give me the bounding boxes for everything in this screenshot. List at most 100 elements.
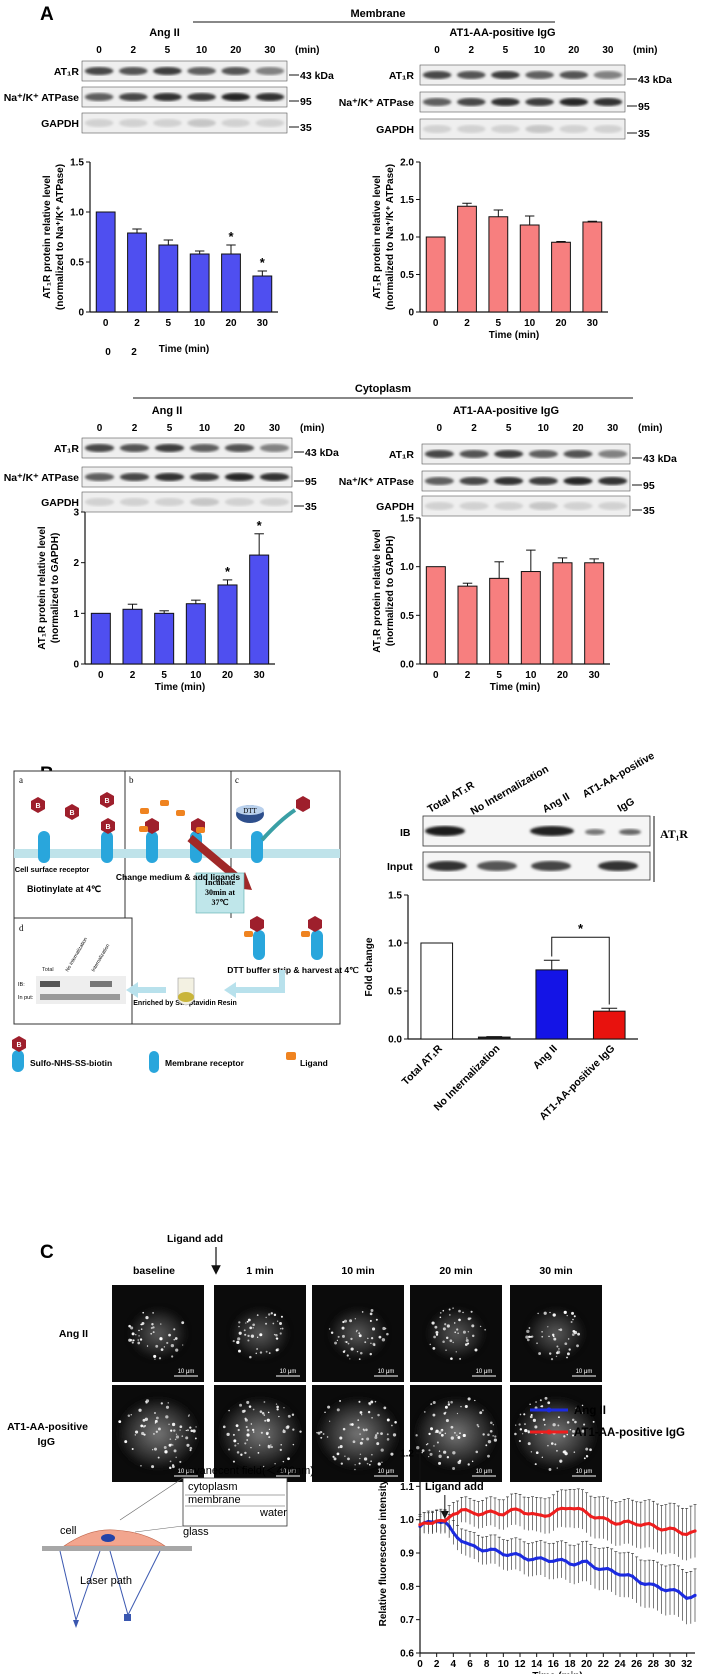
micro-spot: [245, 1322, 247, 1324]
fluor-point-1: [672, 1527, 676, 1531]
micro-spot: [575, 1407, 578, 1410]
micro-spot: [365, 1428, 368, 1432]
fluor-point-1: [497, 1512, 501, 1517]
micro-spot: [566, 1421, 570, 1424]
micro-spot: [442, 1309, 445, 1312]
chart-mem-ang-xlabel-1: 2: [134, 318, 140, 329]
micro-spot: [585, 1447, 589, 1451]
micro-spot: [430, 1427, 434, 1431]
micro-spot: [494, 1435, 497, 1438]
micro-spot: [544, 1423, 546, 1426]
micro-spot: [555, 1355, 558, 1358]
cyt-l-band-0-5: [259, 444, 290, 452]
micro-spot: [362, 1428, 365, 1431]
cyt-r-band-0-2: [494, 450, 524, 458]
fluor-point-1: [643, 1522, 647, 1526]
mem-r-lane-bg-0: [419, 64, 626, 86]
micro-spot: [559, 1328, 563, 1332]
chart-mem-igg-ytick: 0.5: [400, 270, 414, 281]
mem-l-band-1-0: [84, 93, 114, 101]
micro-scale-1-1: 10 μm: [280, 1469, 297, 1475]
blotb-col-2: Ang II: [541, 791, 572, 816]
micro-spot: [235, 1424, 239, 1428]
micro-spot: [337, 1446, 340, 1449]
fluor-legend-marker-1: [546, 1429, 552, 1435]
mem-r-band-1-0: [422, 98, 452, 106]
micro-spot: [179, 1429, 181, 1431]
micro-spot: [435, 1330, 439, 1334]
micro-spot: [568, 1348, 571, 1351]
mem-l-mw-0: 43 kDa: [300, 70, 334, 82]
micro-spot: [179, 1425, 183, 1429]
fold-sig-star: *: [578, 921, 584, 936]
micro-spot: [236, 1451, 240, 1454]
micro-spot: [332, 1455, 335, 1458]
micro-spot: [155, 1416, 159, 1420]
micro-spot: [170, 1343, 175, 1348]
fluor-point-1: [460, 1508, 464, 1512]
cyt-r-band-2-2: [494, 502, 524, 510]
micro-spot: [233, 1439, 237, 1443]
micro-spot: [571, 1429, 576, 1433]
micro-spot: [583, 1457, 586, 1460]
micro-spot: [263, 1414, 266, 1416]
fluor-point-0: [635, 1578, 639, 1582]
mem-r-lane-bg-2: [419, 118, 626, 140]
chart-fold-bar-0: [420, 942, 454, 1040]
micro-spot: [317, 1431, 321, 1435]
chart-fold-ytick: 0.5: [388, 987, 402, 998]
fluor-point-0: [601, 1567, 605, 1571]
micro-spot: [466, 1337, 468, 1339]
micro-spot: [179, 1460, 182, 1464]
fluor-point-0: [480, 1549, 485, 1553]
fluor-xtick: 0: [417, 1659, 423, 1670]
chart-mem-igg-ytick: 1.0: [400, 233, 414, 244]
chart-cyt-ang-ytick: 2: [73, 558, 79, 569]
micro-spot: [333, 1457, 337, 1461]
cyt-r-band-0-0: [424, 450, 454, 458]
micro-spot: [282, 1429, 286, 1434]
mem-r-lane-bg-1: [419, 91, 626, 113]
micro-spot: [526, 1338, 530, 1342]
micro-spot: [571, 1333, 575, 1336]
micro-spot: [581, 1429, 585, 1433]
mem-l-mw-2: 35: [300, 122, 312, 134]
micro-spot: [150, 1332, 153, 1335]
micro-spot: [265, 1322, 268, 1325]
micro-spot: [474, 1348, 478, 1352]
fluor-xtick: 22: [598, 1659, 610, 1670]
chart-mem-igg-bar-0: [425, 236, 446, 313]
micro-spot: [328, 1328, 331, 1330]
fluor-xtick: 10: [498, 1659, 510, 1670]
micro-spot: [470, 1310, 473, 1313]
micro-spot: [181, 1321, 185, 1325]
cyt-l-band-2-5: [259, 498, 290, 506]
chart-cyt-ang-sig-4: *: [225, 564, 231, 579]
micro-spot: [226, 1432, 230, 1437]
micro-spot: [530, 1451, 533, 1453]
fluor-point-0: [568, 1562, 572, 1566]
micro-time-3: 20 min: [439, 1265, 472, 1277]
fluor-point-1: [455, 1511, 460, 1515]
cytoplasm-label: cytoplasm: [188, 1481, 238, 1493]
micro-spot: [228, 1409, 230, 1412]
micro-spot: [438, 1431, 442, 1435]
cyt-r-lane-bg-0: [421, 443, 631, 465]
micro-row-1b: IgG: [38, 1436, 56, 1448]
micro-spot: [490, 1421, 493, 1425]
cyt-l-group: Ang II: [152, 405, 183, 417]
micro-spot: [566, 1314, 568, 1317]
fluor-ytick: 0.8: [400, 1582, 414, 1593]
fluor-ytick: 0.6: [400, 1649, 414, 1660]
mem-r-band-1-2: [491, 98, 520, 106]
micro-spot: [415, 1434, 418, 1437]
chart-fold-ytick: 1.5: [388, 891, 402, 902]
micro-spot: [160, 1337, 162, 1339]
micro-spot: [249, 1355, 252, 1359]
fluor-point-1: [539, 1513, 543, 1517]
micro-spot: [279, 1328, 282, 1330]
micro-spot: [135, 1333, 137, 1336]
fluor-point-0: [560, 1557, 564, 1561]
mem-r-row-1: Na⁺/K⁺ ATPase: [339, 97, 414, 109]
micro-spot: [250, 1334, 255, 1338]
